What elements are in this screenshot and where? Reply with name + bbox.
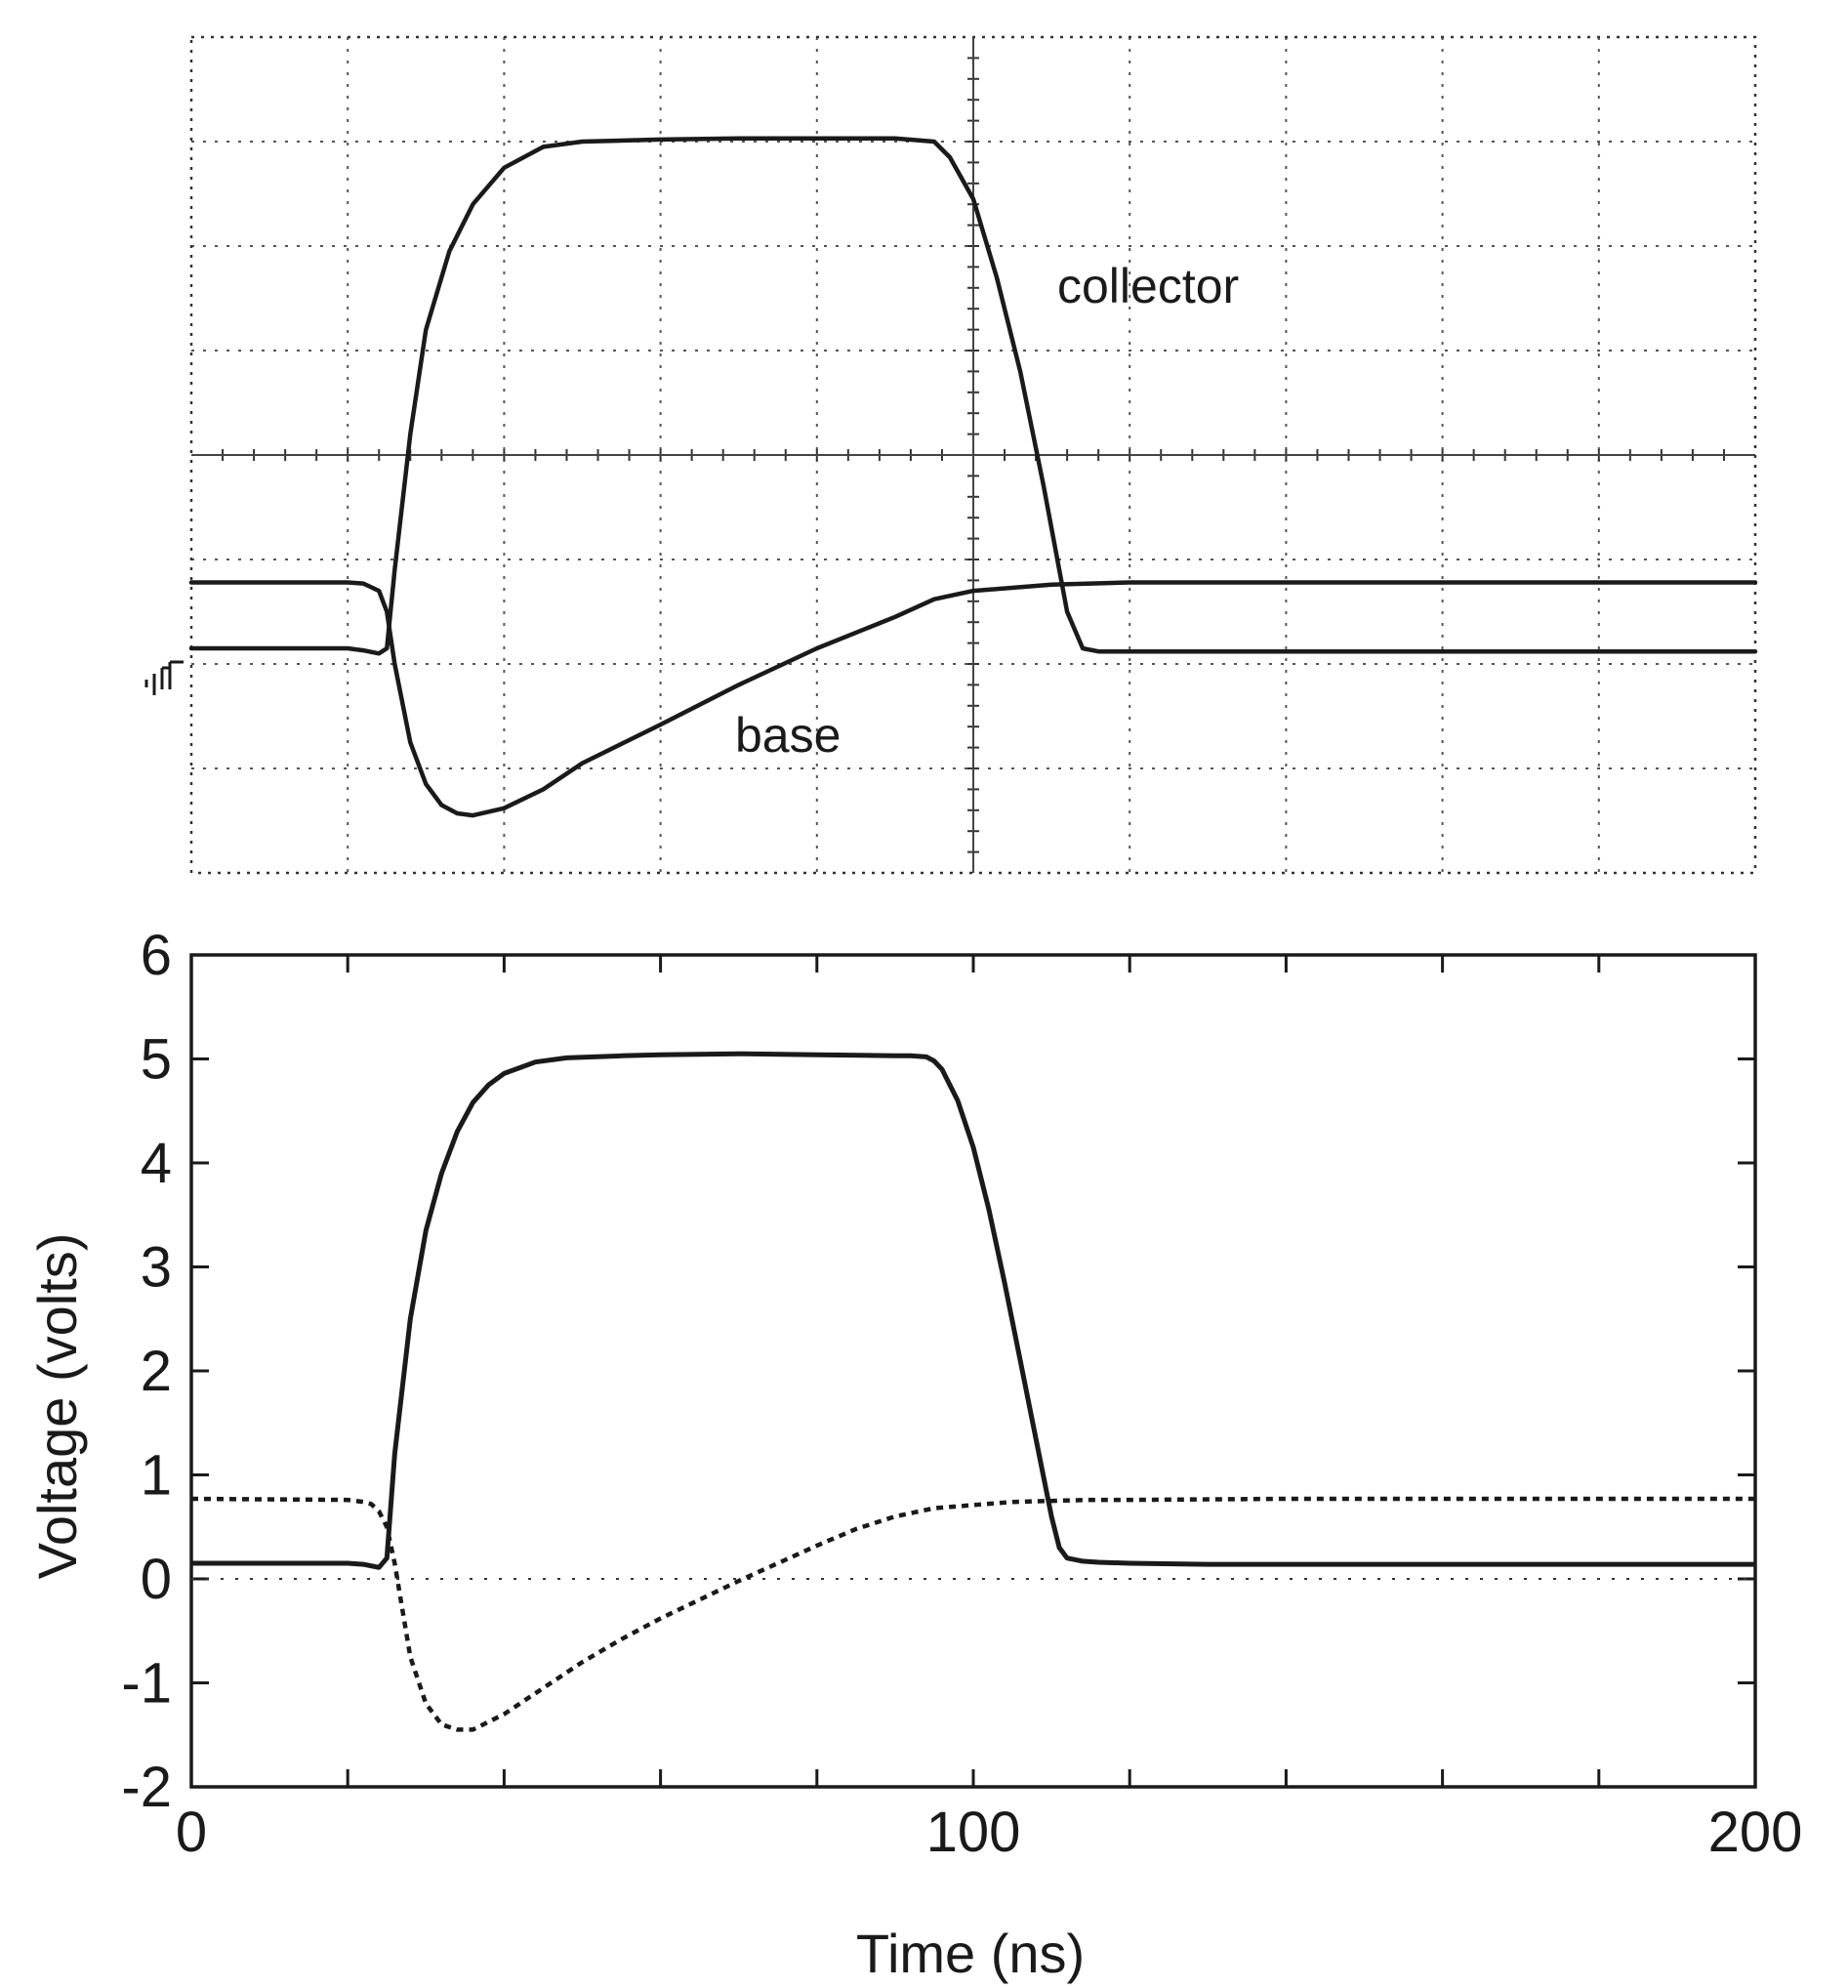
y-tick-label: 6 [141, 924, 172, 987]
plot-frame [189, 953, 1757, 1789]
simulation-traces [190, 1051, 1755, 1732]
scope-trace-collector [188, 136, 1758, 656]
ground-reference-icon [144, 660, 184, 695]
scope-trace-base [188, 580, 1758, 818]
y-tick-label: -1 [121, 1652, 172, 1716]
scope-traces [188, 136, 1758, 818]
y-tick-label: -2 [121, 1756, 172, 1819]
scope-grid [191, 37, 1755, 873]
scope-panel: collector base [144, 35, 1758, 875]
collector-label: collector [1057, 259, 1239, 313]
y-tick-label: 2 [141, 1340, 172, 1403]
y-tick-labels: -2 -1 0 1 2 3 4 5 6 [121, 924, 172, 1819]
x-tick-label: 0 [176, 1801, 207, 1864]
sim-trace-base [190, 1496, 1755, 1732]
y-tick-label: 5 [141, 1028, 172, 1092]
sim-trace-collector [191, 1051, 1755, 1570]
simulation-panel: -2 -1 0 1 2 3 4 5 6 0 100 200 Voltage (volts) Time… [26, 924, 1802, 1984]
x-tick-labels: 0 100 200 [176, 1801, 1803, 1864]
y-tick-label: 0 [141, 1548, 172, 1611]
x-tick-label: 200 [1708, 1801, 1803, 1864]
y-axis-label: Voltage (volts) [26, 1233, 88, 1580]
axis-ticks [189, 953, 1757, 1789]
y-tick-label: 3 [141, 1236, 172, 1300]
scope-frame [189, 35, 1757, 875]
base-label: base [735, 708, 841, 763]
x-axis-label: Time (ns) [856, 1923, 1085, 1984]
y-tick-label: 1 [141, 1444, 172, 1508]
scope-border [189, 35, 1757, 875]
x-tick-label: 100 [926, 1801, 1021, 1864]
y-tick-label: 4 [141, 1132, 172, 1195]
plot-border [189, 953, 1757, 1789]
